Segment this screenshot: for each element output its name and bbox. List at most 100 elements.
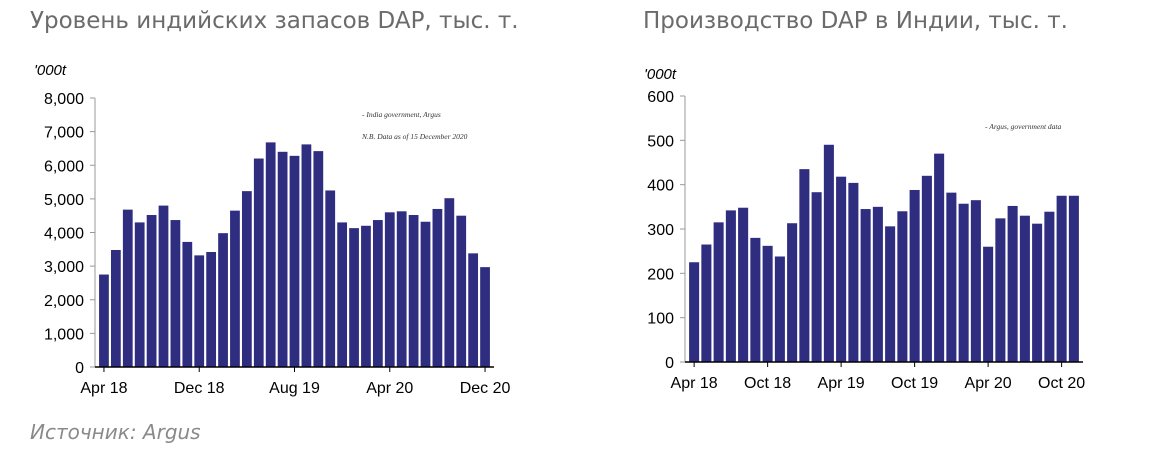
- bar: [420, 221, 431, 367]
- right-chart-title: Производство DAP в Индии, тыс. т.: [643, 8, 1068, 34]
- y-tick-label: 4,000: [44, 226, 84, 243]
- bar: [372, 220, 383, 367]
- bar: [1044, 211, 1055, 362]
- bar: [170, 220, 181, 367]
- y-tick-label: 100: [647, 311, 674, 328]
- bar: [872, 206, 883, 362]
- bar: [1019, 215, 1030, 362]
- bar: [337, 222, 348, 367]
- x-tick-label: Oct 20: [1038, 375, 1085, 392]
- bar: [1032, 223, 1043, 362]
- y-tick-label: 400: [647, 178, 674, 195]
- stocks-bar-chart: '000t 0 1,000 2,000 3,000 4,000 5,000 6,000 7,00…: [34, 62, 511, 397]
- y-tick-label: 5,000: [44, 192, 84, 209]
- bar: [432, 208, 443, 367]
- bar: [194, 255, 205, 367]
- source-note: Источник: Argus: [30, 420, 201, 444]
- x-tick-label: Apr 18: [80, 380, 127, 397]
- bar: [325, 190, 336, 367]
- y-tick-label: 2,000: [44, 293, 84, 310]
- bar: [289, 155, 300, 367]
- bar: [860, 209, 871, 362]
- bar: [713, 222, 724, 362]
- bar: [122, 209, 133, 367]
- bar: [146, 215, 157, 367]
- bar: [995, 218, 1006, 362]
- chart-source-note: N.B. Data as of 15 December 2020: [361, 132, 468, 141]
- y-unit-label: '000t: [644, 66, 677, 83]
- bar: [897, 211, 908, 362]
- y-tick-label: 1,000: [44, 326, 84, 343]
- bar: [241, 191, 252, 367]
- bar: [396, 211, 407, 367]
- x-tick-label: Aug 19: [269, 380, 320, 397]
- y-tick-label: 7,000: [44, 125, 84, 142]
- bar: [701, 244, 712, 362]
- bar: [110, 249, 121, 367]
- bar: [909, 189, 920, 362]
- bar: [230, 210, 240, 367]
- bar: [885, 226, 896, 362]
- chart-source-note: - Argus, government data: [985, 122, 1061, 131]
- bar: [444, 198, 455, 367]
- bar: [725, 210, 736, 362]
- bar: [799, 169, 810, 362]
- bar: [468, 253, 479, 367]
- bar: [983, 246, 994, 362]
- x-tick-label: Apr 20: [366, 380, 413, 397]
- bar: [158, 205, 169, 367]
- bar: [689, 262, 700, 362]
- bar: [921, 175, 932, 362]
- bar: [811, 192, 822, 362]
- bar: [787, 223, 798, 362]
- x-tick-label: Oct 18: [744, 375, 791, 392]
- x-tick-label: Dec 20: [460, 380, 511, 397]
- bar: [361, 225, 371, 367]
- y-unit-label: '000t: [34, 62, 67, 79]
- bar: [762, 245, 773, 362]
- y-tick-label: 8,000: [44, 91, 84, 108]
- bar: [958, 203, 969, 362]
- x-tick-label: Oct 19: [891, 375, 938, 392]
- bar: [265, 142, 276, 367]
- left-chart-title: Уровень индийских запасов DAP, тыс. т.: [30, 8, 519, 34]
- bar: [823, 144, 834, 362]
- y-tick-label: 300: [647, 222, 674, 239]
- bar: [253, 158, 264, 367]
- bar: [408, 215, 419, 367]
- bar: [206, 252, 217, 367]
- x-tick-label: Apr 20: [965, 375, 1012, 392]
- bar: [738, 207, 749, 362]
- bar: [134, 222, 145, 367]
- bar: [946, 192, 957, 362]
- bar: [301, 144, 312, 367]
- x-tick-label: Dec 18: [174, 380, 225, 397]
- y-tick-label: 0: [665, 355, 674, 372]
- bar: [750, 237, 761, 362]
- y-tick-label: 6,000: [44, 158, 84, 175]
- y-tick-label: 3,000: [44, 259, 84, 276]
- y-tick-label: 200: [647, 266, 674, 283]
- bar: [970, 200, 981, 362]
- bar: [774, 256, 785, 362]
- bar: [836, 176, 847, 362]
- bar: [934, 153, 945, 362]
- bar: [1068, 195, 1079, 362]
- bar: [1007, 205, 1018, 362]
- bar: [349, 228, 359, 367]
- bar: [456, 215, 467, 367]
- production-bar-chart: '000t 0 100 200 300 400 500 600 Apr 18 Oct 18 Apr …: [644, 66, 1085, 392]
- bar: [218, 233, 228, 367]
- x-tick-label: Apr 18: [671, 375, 718, 392]
- bar: [99, 274, 109, 367]
- bar: [848, 182, 859, 362]
- bar: [313, 151, 324, 367]
- bar: [1056, 195, 1067, 362]
- x-tick-label: Apr 19: [818, 375, 865, 392]
- bar: [384, 212, 395, 367]
- y-tick-label: 0: [75, 360, 84, 377]
- chart-source-note: - India government, Argus: [362, 110, 441, 119]
- y-tick-label: 600: [647, 89, 674, 106]
- bar: [182, 241, 193, 367]
- y-tick-label: 500: [647, 133, 674, 150]
